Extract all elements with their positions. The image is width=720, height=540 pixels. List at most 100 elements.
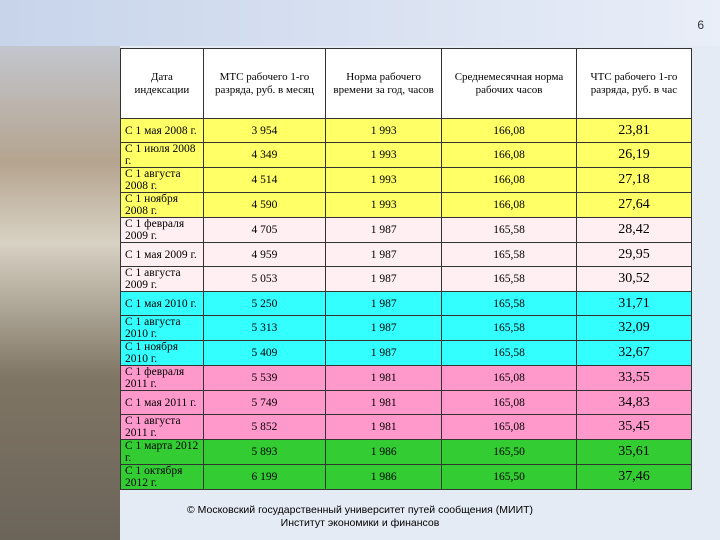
table-cell: 5 250 xyxy=(202,291,327,316)
header-cell: Дата индексации xyxy=(120,48,204,119)
table-cell: 26,19 xyxy=(575,142,693,168)
table-cell: 1 981 xyxy=(325,414,443,440)
table-row: С 1 августа 2011 г. 5 852 1 981 165,08 35,45 xyxy=(120,414,693,440)
table-cell: 23,81 xyxy=(575,118,693,143)
table-cell: 1 981 xyxy=(325,390,443,415)
table-cell: 5 749 xyxy=(202,390,327,415)
table-cell: 34,83 xyxy=(575,390,693,415)
table-cell: 4 705 xyxy=(202,217,327,243)
table-cell: 4 959 xyxy=(202,242,327,267)
table-row: С 1 февраля 2011 г. 5 539 1 981 165,08 33,55 xyxy=(120,365,693,391)
table-row: С 1 мая 2008 г. 3 954 1 993 166,08 23,81 xyxy=(120,118,693,143)
table-cell: 166,08 xyxy=(441,142,577,168)
table-cell: 165,50 xyxy=(441,464,577,490)
background-photo xyxy=(0,0,120,540)
table-cell: С 1 августа 2009 г. xyxy=(120,266,204,292)
table-cell: С 1 февраля 2011 г. xyxy=(120,365,204,391)
table-cell: 1 981 xyxy=(325,365,443,391)
table-cell: 5 852 xyxy=(202,414,327,440)
table-cell: 165,58 xyxy=(441,315,577,341)
table-cell: 1 987 xyxy=(325,242,443,267)
table-cell: 35,45 xyxy=(575,414,693,440)
table-cell: 1 986 xyxy=(325,464,443,490)
table-row: С 1 июля 2008 г. 4 349 1 993 166,08 26,19 xyxy=(120,142,693,168)
table-cell: 165,58 xyxy=(441,340,577,366)
page-number: 6 xyxy=(697,18,704,32)
table-row: С 1 мая 2009 г. 4 959 1 987 165,58 29,95 xyxy=(120,242,693,267)
header-cell: Норма рабочего времени за год, часов xyxy=(325,48,443,119)
table-cell: 1 987 xyxy=(325,217,443,243)
table-cell: 27,18 xyxy=(575,167,693,193)
table-cell: 28,42 xyxy=(575,217,693,243)
table-cell: 37,46 xyxy=(575,464,693,490)
table-cell: 165,58 xyxy=(441,217,577,243)
table-row: С 1 августа 2008 г. 4 514 1 993 166,08 27,18 xyxy=(120,167,693,193)
footer: © Московский государственный университет… xyxy=(0,504,720,530)
table-cell: 1 993 xyxy=(325,192,443,218)
table-cell: 30,52 xyxy=(575,266,693,292)
table-cell: 33,55 xyxy=(575,365,693,391)
table-cell: 32,67 xyxy=(575,340,693,366)
footer-line: © Московский государственный университет… xyxy=(186,504,534,516)
table-cell: 27,64 xyxy=(575,192,693,218)
table-cell: 166,08 xyxy=(441,192,577,218)
table-cell: 35,61 xyxy=(575,439,693,465)
table-cell: 1 987 xyxy=(325,266,443,292)
table-cell: 165,58 xyxy=(441,242,577,267)
table-cell: С 1 мая 2010 г. xyxy=(120,291,204,316)
table-cell: С 1 октября 2012 г. xyxy=(120,464,204,490)
table-row: С 1 марта 2012 г. 5 893 1 986 165,50 35,61 xyxy=(120,439,693,465)
table-cell: 31,71 xyxy=(575,291,693,316)
table-cell: С 1 мая 2009 г. xyxy=(120,242,204,267)
table-cell: 166,08 xyxy=(441,167,577,193)
table-cell: 1 986 xyxy=(325,439,443,465)
table-cell: 5 313 xyxy=(202,315,327,341)
table-cell: 1 987 xyxy=(325,291,443,316)
table-cell: 4 349 xyxy=(202,142,327,168)
table-cell: 4 514 xyxy=(202,167,327,193)
table-cell: 1 993 xyxy=(325,167,443,193)
table-cell: С 1 марта 2012 г. xyxy=(120,439,204,465)
table-cell: 165,50 xyxy=(441,439,577,465)
table-row: С 1 августа 2010 г. 5 313 1 987 165,58 32,09 xyxy=(120,315,693,341)
table-cell: 166,08 xyxy=(441,118,577,143)
table-cell: 3 954 xyxy=(202,118,327,143)
table-cell: 1 993 xyxy=(325,142,443,168)
table-cell: 1 987 xyxy=(325,315,443,341)
table-row: С 1 ноября 2010 г. 5 409 1 987 165,58 32,67 xyxy=(120,340,693,366)
table-cell: 5 893 xyxy=(202,439,327,465)
table-cell: С 1 июля 2008 г. xyxy=(120,142,204,168)
table-cell: 165,08 xyxy=(441,365,577,391)
table-cell: 4 590 xyxy=(202,192,327,218)
table-row: С 1 мая 2011 г. 5 749 1 981 165,08 34,83 xyxy=(120,390,693,415)
table-row: С 1 мая 2010 г. 5 250 1 987 165,58 31,71 xyxy=(120,291,693,316)
header-row: Дата индексации МТС рабочего 1-го разряда… xyxy=(120,48,693,119)
table-cell: 5 409 xyxy=(202,340,327,366)
table-cell: С 1 августа 2010 г. xyxy=(120,315,204,341)
table-cell: 165,08 xyxy=(441,390,577,415)
table-cell: 29,95 xyxy=(575,242,693,267)
table-cell: С 1 февраля 2009 г. xyxy=(120,217,204,243)
table-cell: С 1 августа 2008 г. xyxy=(120,167,204,193)
table-cell: 5 053 xyxy=(202,266,327,292)
table-cell: С 1 мая 2011 г. xyxy=(120,390,204,415)
table-cell: С 1 ноября 2008 г. xyxy=(120,192,204,218)
table-cell: 32,09 xyxy=(575,315,693,341)
table-cell: С 1 августа 2011 г. xyxy=(120,414,204,440)
header-cell: ЧТС рабочего 1-го разряда, руб. в час xyxy=(575,48,693,119)
table-cell: 165,08 xyxy=(441,414,577,440)
table-cell: 165,58 xyxy=(441,291,577,316)
table-row: С 1 ноября 2008 г. 4 590 1 993 166,08 27,64 xyxy=(120,192,693,218)
table-row: С 1 февраля 2009 г. 4 705 1 987 165,58 28,42 xyxy=(120,217,693,243)
footer-line: Институт экономики и финансов xyxy=(280,517,440,529)
table-cell: С 1 ноября 2010 г. xyxy=(120,340,204,366)
table-row: С 1 августа 2009 г. 5 053 1 987 165,58 30,52 xyxy=(120,266,693,292)
table-cell: 165,58 xyxy=(441,266,577,292)
header-cell: МТС рабочего 1-го разряда, руб. в месяц xyxy=(202,48,327,119)
table-cell: С 1 мая 2008 г. xyxy=(120,118,204,143)
table-row: С 1 октября 2012 г. 6 199 1 986 165,50 37,46 xyxy=(120,464,693,490)
top-band xyxy=(0,0,720,46)
table-body: С 1 мая 2008 г. 3 954 1 993 166,08 23,81 С 1 … xyxy=(120,118,693,490)
table-cell: 6 199 xyxy=(202,464,327,490)
